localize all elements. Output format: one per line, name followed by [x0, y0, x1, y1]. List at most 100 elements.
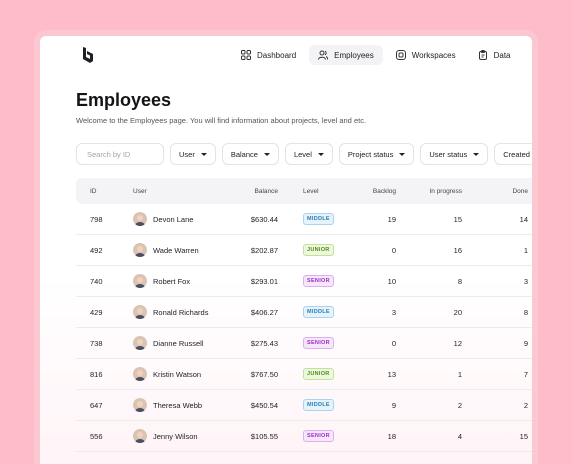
level-badge: MIDDLE [303, 213, 334, 225]
cell-balance: $450.54 [250, 400, 278, 410]
employees-table: ID User Balance Level Backlog In progres… [76, 178, 532, 452]
cell-in-progress: 4 [457, 431, 462, 441]
filter-balance-dropdown[interactable]: Balance [221, 143, 279, 165]
level-badge: MIDDLE [303, 306, 334, 318]
filter-user-dropdown[interactable]: User [170, 143, 216, 165]
cell-backlog: 9 [391, 400, 396, 410]
table-row[interactable]: 740 Robert Fox $293.01 SENIOR 10 8 3 [76, 266, 532, 297]
level-badge: SENIOR [303, 337, 334, 349]
cell-id: 738 [90, 338, 103, 348]
avatar [133, 336, 147, 350]
user-name: Wade Warren [153, 245, 199, 255]
cell-level: MIDDLE [303, 297, 334, 327]
cell-level: SENIOR [303, 421, 334, 451]
table-row[interactable]: 556 Jenny Wilson $105.55 SENIOR 18 4 15 [76, 421, 532, 452]
cell-in-progress: 8 [457, 276, 462, 286]
cell-balance: $275.43 [250, 338, 278, 348]
cell-in-progress: 20 [453, 307, 462, 317]
caret-down-icon [399, 152, 406, 156]
filter-project-status-dropdown[interactable]: Project status [338, 143, 415, 165]
cell-level: SENIOR [303, 328, 334, 358]
filter-user-status-dropdown[interactable]: User status [420, 143, 489, 165]
level-badge: SENIOR [303, 430, 334, 442]
header-in-progress[interactable]: In progress [429, 187, 462, 195]
header-id[interactable]: ID [90, 187, 97, 195]
level-badge: JUNIOR [303, 368, 334, 380]
table-row[interactable]: 816 Kristin Watson $767.50 JUNIOR 13 1 7 [76, 359, 532, 390]
cell-user: Robert Fox [133, 266, 190, 296]
cell-level: SENIOR [303, 266, 334, 296]
nav-item-data[interactable]: Data [469, 45, 520, 65]
cell-done: 1 [523, 245, 528, 255]
cell-user: Jenny Wilson [133, 421, 198, 451]
cell-backlog: 18 [387, 431, 396, 441]
cell-done: 3 [523, 276, 528, 286]
filter-label: Created [503, 149, 530, 159]
header-level[interactable]: Level [303, 187, 319, 195]
filter-label: Balance [230, 149, 258, 159]
table-row[interactable]: 647 Theresa Webb $450.54 MIDDLE 9 2 2 [76, 390, 532, 421]
caret-down-icon [473, 152, 480, 156]
nav-item-workspaces[interactable]: Workspaces [387, 45, 465, 65]
nav-label: Data [493, 50, 511, 60]
filter-created-dropdown[interactable]: Created [494, 143, 532, 165]
avatar [133, 243, 147, 257]
user-name: Jenny Wilson [153, 431, 198, 441]
caret-down-icon [317, 152, 324, 156]
table-body: 798 Devon Lane $630.44 MIDDLE 19 15 14 492 Wade … [76, 204, 532, 452]
page-title: Employees [76, 90, 172, 110]
avatar [133, 429, 147, 443]
filter-label: User status [429, 149, 468, 159]
cell-backlog: 10 [387, 276, 396, 286]
nav-label: Dashboard [257, 50, 297, 60]
cell-done: 9 [523, 338, 528, 348]
cell-done: 8 [523, 307, 528, 317]
filter-bar: User Balance Level Project status User s… [76, 143, 532, 165]
filter-level-dropdown[interactable]: Level [284, 143, 333, 165]
cell-backlog: 19 [387, 214, 396, 224]
cell-id: 647 [90, 400, 103, 410]
cell-balance: $767.50 [250, 369, 278, 379]
cell-user: Dianne Russell [133, 328, 203, 358]
cell-id: 492 [90, 245, 103, 255]
user-name: Kristin Watson [153, 369, 202, 379]
header-user[interactable]: User [133, 187, 147, 195]
cell-user: Ronald Richards [133, 297, 208, 327]
cell-id: 556 [90, 431, 103, 441]
cell-done: 14 [519, 214, 528, 224]
filter-label: Level [293, 149, 312, 159]
cell-backlog: 3 [391, 307, 396, 317]
nav-item-dashboard[interactable]: Dashboard [232, 45, 305, 65]
caret-down-icon [200, 152, 207, 156]
grid-icon [241, 50, 251, 60]
cell-balance: $630.44 [250, 214, 278, 224]
table-row[interactable]: 492 Wade Warren $202.87 JUNIOR 0 16 1 [76, 235, 532, 266]
logo-icon[interactable] [80, 46, 94, 64]
table-header: ID User Balance Level Backlog In progres… [76, 178, 532, 204]
cell-done: 15 [519, 431, 528, 441]
level-badge: JUNIOR [303, 244, 334, 256]
cell-in-progress: 2 [457, 400, 462, 410]
table-row[interactable]: 429 Ronald Richards $406.27 MIDDLE 3 20 8 [76, 297, 532, 328]
cell-level: JUNIOR [303, 235, 334, 265]
cell-user: Wade Warren [133, 235, 199, 265]
workspace-icon [395, 50, 406, 60]
user-name: Ronald Richards [153, 307, 209, 317]
header-done[interactable]: Done [512, 187, 528, 195]
caret-down-icon [263, 152, 270, 156]
cell-backlog: 0 [391, 245, 396, 255]
header-backlog[interactable]: Backlog [372, 187, 396, 195]
avatar [133, 367, 147, 381]
filter-label: Project status [347, 149, 394, 159]
cell-balance: $202.87 [250, 245, 278, 255]
user-name: Dianne Russell [153, 338, 204, 348]
avatar [133, 274, 147, 288]
header-balance[interactable]: Balance [254, 187, 279, 195]
nav-label: Workspaces [411, 50, 456, 60]
search-input[interactable] [76, 143, 164, 165]
nav-item-employees[interactable]: Employees [309, 45, 383, 65]
table-row[interactable]: 738 Dianne Russell $275.43 SENIOR 0 12 9 [76, 328, 532, 359]
table-row[interactable]: 798 Devon Lane $630.44 MIDDLE 19 15 14 [76, 204, 532, 235]
clipboard-icon [478, 50, 487, 60]
cell-done: 2 [523, 400, 528, 410]
